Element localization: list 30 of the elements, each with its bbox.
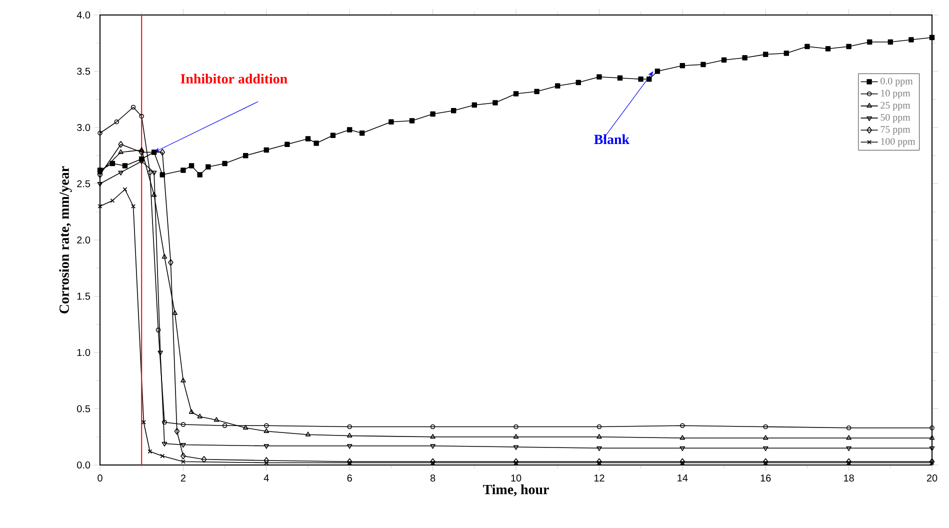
x-axis-title: Time, hour: [483, 484, 549, 496]
y-tick-label: 3.5: [77, 68, 90, 75]
y-tick-label: 1.0: [77, 348, 90, 356]
x-tick-label: 14: [678, 474, 688, 482]
x-tick-label: 20: [926, 474, 938, 482]
y-tick-label: 1.5: [77, 292, 90, 300]
y-tick-label: 0.0: [77, 461, 90, 469]
y-tick-label: 2.0: [77, 236, 90, 244]
legend-label: 10 ppm: [881, 90, 910, 99]
y-tick-label: 2.5: [77, 180, 90, 188]
legend-label: 25 ppm: [880, 102, 910, 111]
legend-label: 50 ppm: [880, 114, 910, 123]
x-tick-label: 18: [844, 474, 854, 482]
x-tick-label: 0: [98, 474, 102, 482]
y-tick-label: 4.0: [76, 11, 90, 19]
legend-label: 75 ppm: [880, 126, 910, 135]
x-tick-label: 8: [430, 474, 436, 482]
annotation: Inhibitor addition: [180, 74, 288, 84]
y-tick-label: 3.0: [77, 124, 90, 132]
legend-label: 100 ppm: [881, 138, 916, 147]
x-tick-label: 2: [180, 474, 186, 482]
legend-label: 0.0 ppm: [880, 78, 913, 86]
x-tick-label: 12: [594, 474, 604, 482]
x-tick-label: 6: [347, 474, 352, 482]
annotation: Blank: [594, 134, 630, 144]
x-tick-label: 10: [511, 474, 522, 482]
x-tick-label: 4: [264, 474, 269, 482]
x-tick-label: 16: [760, 474, 771, 482]
y-axis-title: Corrosion rate, mm/year: [59, 166, 72, 314]
y-tick-label: 0.5: [77, 405, 90, 412]
